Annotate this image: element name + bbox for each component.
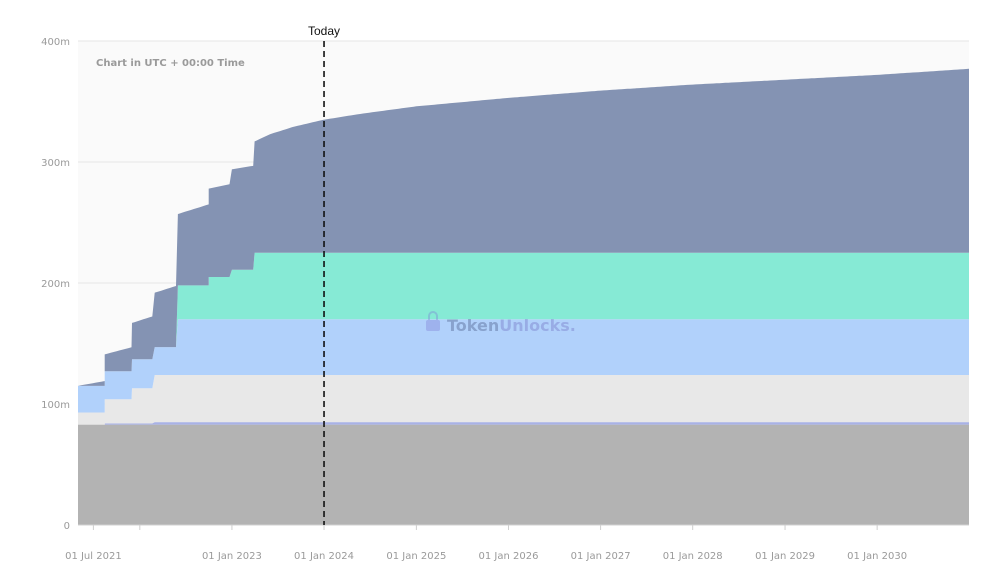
y-tick-label: 400m bbox=[41, 37, 70, 48]
stacked-areas[interactable] bbox=[78, 68, 969, 525]
today-label: Today bbox=[308, 24, 340, 38]
watermark-token: Token bbox=[447, 316, 499, 335]
y-tick-label: 100m bbox=[41, 400, 70, 411]
today-marker: Today bbox=[308, 24, 340, 525]
x-tick-label: 01 Jan 2023 bbox=[202, 551, 262, 562]
area-series-2[interactable] bbox=[78, 375, 969, 425]
area-series-0[interactable] bbox=[78, 424, 969, 525]
x-tick-label: 01 Jan 2030 bbox=[847, 551, 907, 562]
x-tick-label: 01 Jul 2021 bbox=[65, 551, 122, 562]
y-tick-label: 300m bbox=[41, 158, 70, 169]
watermark: TokenUnlocks. bbox=[447, 316, 576, 335]
x-tick-label: 01 Jan 2027 bbox=[571, 551, 631, 562]
axes: 0 100m 200m 300m 400m 01 Jul 2021 01 Jan 2023 0… bbox=[41, 37, 969, 562]
x-tick-label: 01 Jan 2024 bbox=[294, 551, 354, 562]
x-tick-label: 01 Jan 2025 bbox=[386, 551, 446, 562]
area-series-1[interactable] bbox=[78, 422, 969, 425]
area-series-4[interactable] bbox=[78, 252, 969, 386]
watermark-unlocks: Unlocks. bbox=[499, 316, 576, 335]
x-tick-label: 01 Jan 2029 bbox=[755, 551, 815, 562]
y-tick-label: 0 bbox=[64, 521, 70, 532]
y-tick-label: 200m bbox=[41, 279, 70, 290]
x-tick-label: 01 Jan 2026 bbox=[479, 551, 539, 562]
area-series-3[interactable] bbox=[78, 319, 969, 413]
timezone-note: Chart in UTC + 00:00 Time bbox=[96, 58, 245, 69]
x-tick-label: 01 Jan 2028 bbox=[663, 551, 723, 562]
area-series-5[interactable] bbox=[78, 68, 969, 386]
watermark-lock-icon bbox=[426, 311, 440, 331]
